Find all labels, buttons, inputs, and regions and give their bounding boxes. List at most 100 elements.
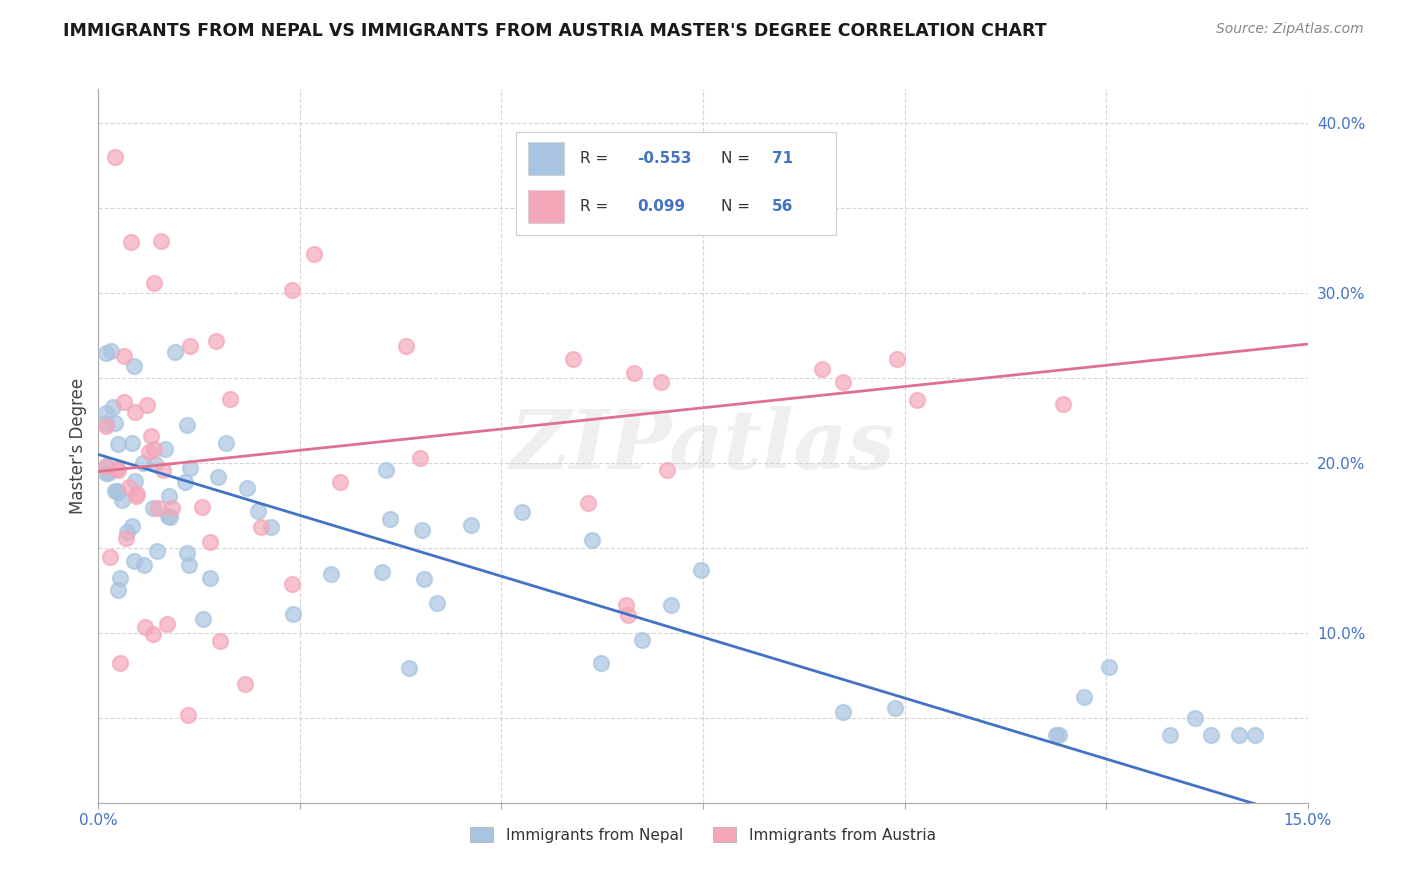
- Point: [319, 566, 342, 581]
- Point: [96, 346, 118, 360]
- Point: [132, 558, 155, 572]
- Point: [122, 554, 145, 568]
- Point: [200, 534, 222, 549]
- Point: [96, 418, 118, 433]
- Point: [247, 503, 270, 517]
- Point: [191, 500, 214, 514]
- Point: [589, 657, 612, 671]
- Point: [831, 375, 853, 389]
- Point: [105, 484, 128, 499]
- Point: [114, 395, 136, 409]
- Point: [120, 235, 142, 249]
- Point: [883, 700, 905, 714]
- Point: [108, 571, 131, 585]
- Point: [110, 492, 132, 507]
- Point: [413, 572, 436, 586]
- Point: [233, 677, 256, 691]
- Point: [105, 462, 128, 476]
- Point: [209, 634, 232, 648]
- Point: [139, 428, 162, 442]
- Point: [375, 462, 398, 476]
- Point: [1159, 728, 1181, 742]
- Point: [655, 462, 678, 476]
- Point: [205, 334, 228, 348]
- Text: Source: ZipAtlas.com: Source: ZipAtlas.com: [1216, 22, 1364, 37]
- Point: [96, 460, 118, 475]
- Point: [281, 283, 304, 297]
- Point: [218, 392, 240, 406]
- Point: [143, 277, 166, 291]
- Point: [411, 524, 433, 538]
- Point: [143, 457, 166, 471]
- Point: [146, 500, 169, 515]
- Point: [157, 509, 180, 524]
- Point: [614, 598, 637, 612]
- Point: [408, 450, 430, 465]
- Point: [576, 496, 599, 510]
- Point: [96, 466, 118, 480]
- Point: [125, 489, 148, 503]
- Point: [176, 418, 198, 433]
- Point: [395, 339, 418, 353]
- Point: [159, 489, 181, 503]
- Point: [215, 435, 238, 450]
- Point: [371, 565, 394, 579]
- Point: [260, 520, 283, 534]
- Point: [103, 150, 125, 164]
- Point: [631, 632, 654, 647]
- Point: [250, 520, 273, 534]
- Point: [143, 442, 166, 456]
- Point: [96, 406, 118, 420]
- Point: [104, 484, 127, 499]
- Point: [131, 456, 153, 470]
- Point: [107, 437, 129, 451]
- Point: [623, 366, 645, 380]
- Point: [107, 462, 129, 476]
- Point: [96, 416, 118, 430]
- Point: [174, 475, 197, 489]
- Point: [198, 571, 221, 585]
- Point: [460, 518, 482, 533]
- Point: [832, 705, 855, 719]
- Point: [107, 485, 129, 500]
- Point: [124, 405, 146, 419]
- Point: [905, 392, 928, 407]
- Point: [236, 481, 259, 495]
- Point: [1244, 728, 1267, 742]
- Point: [98, 550, 121, 565]
- Point: [1045, 728, 1067, 742]
- Point: [118, 480, 141, 494]
- Point: [156, 617, 179, 632]
- Point: [101, 400, 124, 414]
- Point: [886, 352, 908, 367]
- Point: [1052, 397, 1074, 411]
- Point: [114, 531, 136, 545]
- Point: [627, 160, 650, 174]
- Point: [149, 234, 172, 248]
- Point: [510, 505, 533, 519]
- Point: [176, 707, 198, 722]
- Point: [398, 661, 420, 675]
- Point: [97, 467, 120, 481]
- Point: [96, 459, 118, 474]
- Point: [100, 343, 122, 358]
- Point: [152, 463, 174, 477]
- Point: [176, 546, 198, 560]
- Point: [581, 533, 603, 548]
- Point: [146, 543, 169, 558]
- Point: [153, 442, 176, 456]
- Point: [112, 350, 135, 364]
- Point: [207, 470, 229, 484]
- Point: [561, 351, 583, 366]
- Point: [163, 344, 186, 359]
- Point: [1047, 728, 1070, 742]
- Point: [689, 563, 711, 577]
- Point: [281, 607, 304, 621]
- Point: [125, 487, 148, 501]
- Point: [1073, 690, 1095, 704]
- Point: [329, 475, 352, 490]
- Point: [159, 510, 181, 524]
- Point: [659, 598, 682, 612]
- Point: [135, 398, 157, 412]
- Point: [107, 583, 129, 598]
